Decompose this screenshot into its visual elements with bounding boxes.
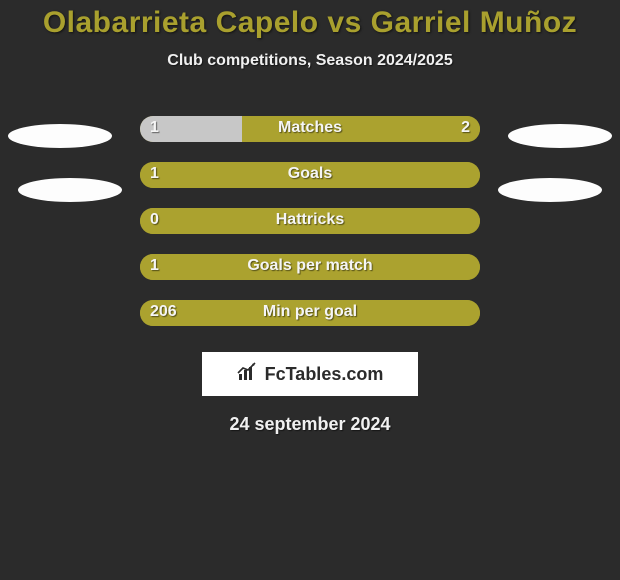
comparison-rows: Matches12Goals1Hattricks0Goals per match… bbox=[0, 106, 620, 336]
comparison-row: Goals per match1 bbox=[0, 244, 620, 290]
value-left: 0 bbox=[150, 211, 159, 229]
comparison-row: Matches1 2 bbox=[0, 106, 620, 152]
value-right: 2 bbox=[461, 119, 470, 137]
source-badge: FcTables.com bbox=[202, 352, 418, 396]
comparison-row: Hattricks0 bbox=[0, 198, 620, 244]
page-title: Olabarrieta Capelo vs Garriel Muñoz bbox=[0, 0, 620, 40]
value-left: 206 bbox=[150, 303, 177, 321]
bar-label: Matches bbox=[0, 119, 620, 137]
bar-label: Min per goal bbox=[0, 303, 620, 321]
comparison-row: Goals1 bbox=[0, 152, 620, 198]
bar-label: Goals per match bbox=[0, 257, 620, 275]
source-badge-text: FcTables.com bbox=[265, 364, 384, 385]
date-text: 24 september 2024 bbox=[0, 414, 620, 435]
page-subtitle: Club competitions, Season 2024/2025 bbox=[0, 52, 620, 70]
bar-label: Goals bbox=[0, 165, 620, 183]
value-left: 1 bbox=[150, 119, 159, 137]
value-left: 1 bbox=[150, 257, 159, 275]
chart-icon bbox=[237, 362, 259, 387]
bar-label: Hattricks bbox=[0, 211, 620, 229]
value-left: 1 bbox=[150, 165, 159, 183]
comparison-row: Min per goal206 bbox=[0, 290, 620, 336]
